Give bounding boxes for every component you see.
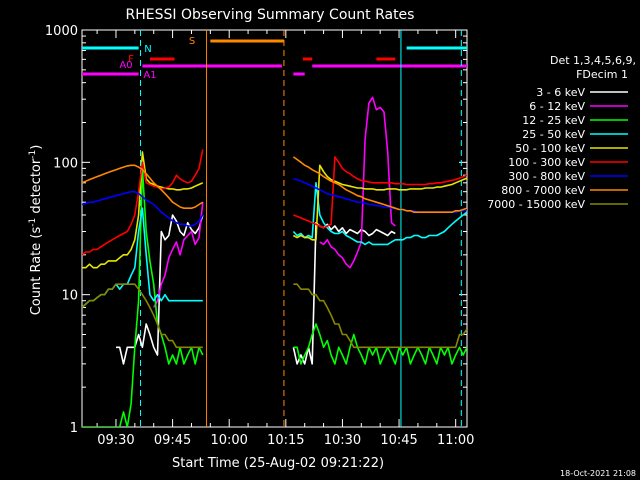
series-line-4 xyxy=(293,164,467,241)
series-line-0 xyxy=(292,221,396,365)
series-line-1 xyxy=(153,202,204,308)
series-lines xyxy=(82,96,467,427)
series-line-3 xyxy=(82,207,203,309)
series-line-3 xyxy=(292,182,467,246)
plot-area xyxy=(81,29,468,428)
status-labels: N S FA0 A1 xyxy=(119,36,195,81)
footer-timestamp: 18-Oct-2021 21:08 xyxy=(560,469,636,478)
series-line-6 xyxy=(82,190,204,227)
legend-entry-label: 25 - 50 keV xyxy=(522,128,585,141)
series-line-2 xyxy=(82,167,204,427)
y-axis-label: Count Rate (s-1 detector-1) xyxy=(28,145,44,316)
series-line-5 xyxy=(293,156,467,229)
legend-entry-label: 3 - 6 keV xyxy=(536,86,585,99)
status-label-n: N xyxy=(144,44,151,55)
x-tick-label: 09:30 xyxy=(97,433,134,448)
y-axis: 1 10 100 1000 xyxy=(45,24,467,436)
legend-entry-label: 800 - 7000 keV xyxy=(501,184,585,197)
series-line-8 xyxy=(293,283,467,349)
status-bars xyxy=(82,39,467,76)
legend-entry-label: 300 - 800 keV xyxy=(508,170,585,183)
y-tick-label: 100 xyxy=(53,156,78,171)
x-tick-label: 09:45 xyxy=(154,433,191,448)
x-tick-label: 10:00 xyxy=(210,433,247,448)
y-tick-label: 10 xyxy=(61,289,78,304)
x-tick-label: 10:45 xyxy=(380,433,417,448)
x-tick-label: 10:15 xyxy=(267,433,304,448)
series-line-7 xyxy=(292,156,467,213)
status-label-a1: A1 xyxy=(143,70,156,81)
status-label-f: F xyxy=(128,54,134,65)
series-line-8 xyxy=(82,283,203,349)
legend-entry-label: 7000 - 15000 keV xyxy=(487,198,585,211)
chart-title: RHESSI Observing Summary Count Rates xyxy=(126,7,415,23)
x-tick-label: 11:00 xyxy=(437,433,474,448)
legend-header-line2: FDecim 1 xyxy=(576,68,628,81)
series-line-4 xyxy=(82,151,204,269)
status-label-a0: A0 xyxy=(119,60,132,71)
legend-entry-label: 12 - 25 keV xyxy=(522,114,585,127)
status-label-s: S xyxy=(189,36,195,47)
legend-entry-label: 6 - 12 keV xyxy=(529,100,585,113)
y-tick-label: 1000 xyxy=(45,24,78,39)
plot-frame xyxy=(81,29,468,428)
y-tick-label: 1 xyxy=(70,421,78,436)
x-axis: 09:30 09:45 10:00 10:15 10:30 10:45 11:00 xyxy=(96,30,474,448)
series-line-5 xyxy=(82,149,204,256)
x-tick-label: 10:30 xyxy=(324,433,361,448)
time-markers xyxy=(140,30,462,427)
legend-entry-label: 100 - 300 keV xyxy=(508,156,585,169)
x-axis-label: Start Time (25-Aug-02 09:21:22) xyxy=(172,456,384,471)
series-line-2 xyxy=(293,323,467,365)
legend-entry-label: 50 - 100 keV xyxy=(515,142,585,155)
series-line-1 xyxy=(319,96,396,269)
series-line-7 xyxy=(82,164,204,209)
legend-header-line1: Det 1,3,4,5,6,9, xyxy=(550,54,636,67)
